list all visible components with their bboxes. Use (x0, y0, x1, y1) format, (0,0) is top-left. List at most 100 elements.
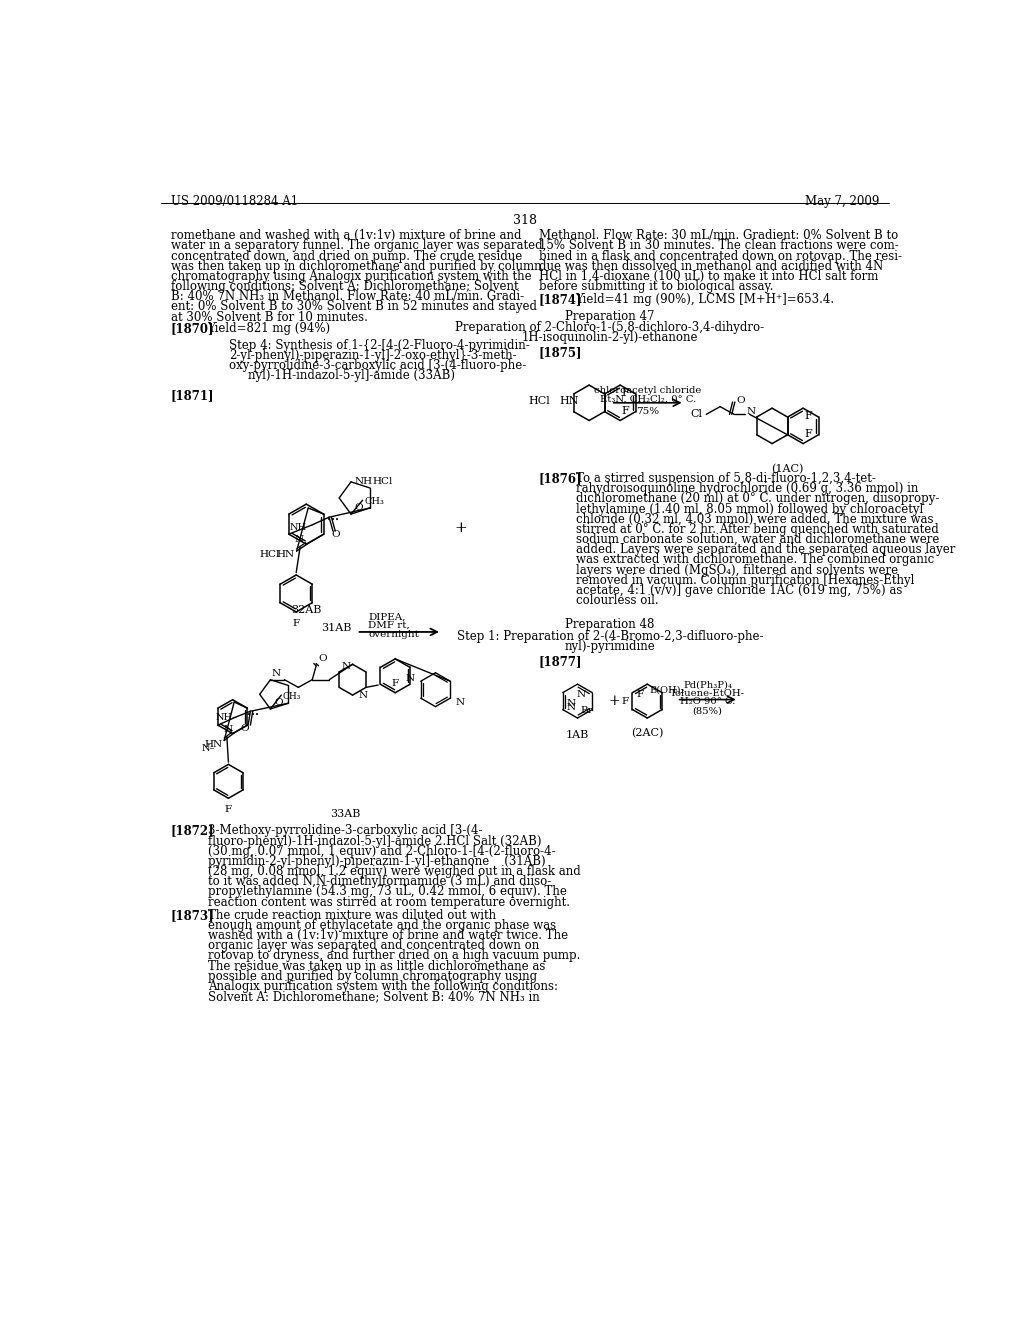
Text: The residue was taken up in as little dichloromethane as: The residue was taken up in as little di… (208, 960, 545, 973)
Text: 32AB: 32AB (291, 605, 322, 615)
Text: [1874]: [1874] (539, 293, 583, 306)
Text: pyrimidin-2-yl-phenyl)-piperazin-1-yl]-ethanone    (31AB): pyrimidin-2-yl-phenyl)-piperazin-1-yl]-e… (208, 855, 546, 869)
Text: propylethylamine (54.3 mg, 73 uL, 0.42 mmol, 6 equiv). The: propylethylamine (54.3 mg, 73 uL, 0.42 m… (208, 886, 566, 899)
Text: (30 mg, 0.07 mmol, 1 equiv) and 2-Chloro-1-[4-(2-fluoro-4-: (30 mg, 0.07 mmol, 1 equiv) and 2-Chloro… (208, 845, 555, 858)
Text: HCl: HCl (528, 396, 550, 407)
Text: layers were dried (MgSO₄), filtered and solvents were: layers were dried (MgSO₄), filtered and … (575, 564, 898, 577)
Text: NH–: NH– (215, 713, 238, 722)
Text: O: O (318, 653, 327, 663)
Text: •••: ••• (327, 516, 339, 524)
Text: •••: ••• (247, 710, 258, 718)
Text: possible and purified by column chromatography using: possible and purified by column chromato… (208, 970, 537, 983)
Text: NH: NH (290, 524, 306, 532)
Text: May 7, 2009: May 7, 2009 (805, 195, 879, 209)
Text: N: N (358, 690, 368, 700)
Text: chloride (0.32 ml, 4.03 mmol) were added. The mixture was: chloride (0.32 ml, 4.03 mmol) were added… (575, 512, 934, 525)
Text: N: N (566, 698, 575, 708)
Text: (28 mg, 0.08 mmol, 1.2 equiv) were weighed out in a flask and: (28 mg, 0.08 mmol, 1.2 equiv) were weigh… (208, 865, 581, 878)
Text: CH₃: CH₃ (283, 692, 301, 701)
Text: oxy-pyrrolidine-3-carboxylic acid [3-(4-fluoro-phe-: oxy-pyrrolidine-3-carboxylic acid [3-(4-… (228, 359, 526, 372)
Text: O: O (332, 529, 340, 539)
Text: N: N (566, 702, 575, 711)
Text: N: N (294, 535, 303, 544)
Text: before submitting it to biological assay.: before submitting it to biological assay… (539, 280, 773, 293)
Text: bined in a flask and concentrated down on rotovap. The resi-: bined in a flask and concentrated down o… (539, 249, 902, 263)
Text: N–: N– (202, 743, 215, 752)
Text: DMF rt,: DMF rt, (369, 622, 410, 630)
Text: water in a separatory funnel. The organic layer was separated,: water in a separatory funnel. The organi… (171, 239, 546, 252)
Text: stirred at 0° C. for 2 hr. After being quenched with saturated: stirred at 0° C. for 2 hr. After being q… (575, 523, 939, 536)
Text: O: O (736, 396, 744, 405)
Text: 1AB: 1AB (566, 730, 589, 741)
Text: [1872]: [1872] (171, 825, 214, 837)
Text: acetate, 4:1 (v/v)] gave chloride 1AC (619 mg, 75%) as: acetate, 4:1 (v/v)] gave chloride 1AC (6… (575, 583, 902, 597)
Text: colourless oil.: colourless oil. (575, 594, 658, 607)
Text: O: O (274, 698, 283, 708)
Text: enough amount of ethylacetate and the organic phase was: enough amount of ethylacetate and the or… (208, 919, 556, 932)
Text: N: N (456, 697, 465, 706)
Text: Br: Br (581, 706, 593, 715)
Text: removed in vacuum. Column purification [Hexanes-Ethyl: removed in vacuum. Column purification [… (575, 574, 914, 586)
Text: HCl in 1,4-dioxane (100 uL) to make it into HCl salt form: HCl in 1,4-dioxane (100 uL) to make it i… (539, 269, 879, 282)
Text: B: 40% 7N NH₃ in Methanol. Flow Rate: 40 mL/min. Gradi-: B: 40% 7N NH₃ in Methanol. Flow Rate: 40… (171, 290, 523, 304)
Text: at 30% Solvent B for 10 minutes.: at 30% Solvent B for 10 minutes. (171, 310, 368, 323)
Text: N: N (223, 725, 232, 734)
Text: to it was added N,N-dimethylformamide (3 mL) and diiso-: to it was added N,N-dimethylformamide (3… (208, 875, 551, 888)
Text: 3-Methoxy-pyrrolidine-3-carboxylic acid [3-(4-: 3-Methoxy-pyrrolidine-3-carboxylic acid … (208, 825, 482, 837)
Text: dichloromethane (20 ml) at 0° C. under nitrogen, diisopropy-: dichloromethane (20 ml) at 0° C. under n… (575, 492, 939, 506)
Text: overnight: overnight (369, 630, 419, 639)
Text: 2-yl-phenyl)-piperazin-1-yl]-2-oxo-ethyl}-3-meth-: 2-yl-phenyl)-piperazin-1-yl]-2-oxo-ethyl… (228, 348, 516, 362)
Text: HCl: HCl (373, 478, 393, 486)
Text: reaction content was stirred at room temperature overnight.: reaction content was stirred at room tem… (208, 895, 569, 908)
Text: sodium carbonate solution, water and dichloromethane were: sodium carbonate solution, water and dic… (575, 533, 939, 546)
Text: nyl)-1H-indazol-5-yl]-amide (33AB): nyl)-1H-indazol-5-yl]-amide (33AB) (248, 370, 455, 381)
Text: Pd(Ph₃P)₄: Pd(Ph₃P)₄ (683, 680, 732, 689)
Text: chloroacetyl chloride: chloroacetyl chloride (594, 385, 701, 395)
Text: NH: NH (355, 478, 373, 486)
Text: F: F (293, 619, 300, 628)
Text: +: + (609, 694, 621, 708)
Text: lethylamine (1.40 ml, 8.05 mmol) followed by chloroacetyl: lethylamine (1.40 ml, 8.05 mmol) followe… (575, 503, 924, 516)
Text: organic layer was separated and concentrated down on: organic layer was separated and concentr… (208, 940, 539, 952)
Text: HCl: HCl (259, 550, 280, 560)
Text: F: F (622, 407, 630, 416)
Text: F: F (391, 678, 398, 688)
Text: Preparation 47: Preparation 47 (565, 310, 654, 322)
Text: Cl: Cl (691, 409, 702, 420)
Text: ent: 0% Solvent B to 30% Solvent B in 52 minutes and stayed: ent: 0% Solvent B to 30% Solvent B in 52… (171, 301, 537, 313)
Text: HN: HN (205, 741, 222, 748)
Text: rotovap to dryness, and further dried on a high vacuum pump.: rotovap to dryness, and further dried on… (208, 949, 581, 962)
Text: Step 4: Synthesis of 1-{2-[4-(2-Fluoro-4-pyrimidin-: Step 4: Synthesis of 1-{2-[4-(2-Fluoro-4… (228, 339, 529, 351)
Text: To a stirred suspension of 5,8-di-fluoro-1,2,3,4-tet-: To a stirred suspension of 5,8-di-fluoro… (575, 473, 876, 484)
Text: HN: HN (276, 550, 295, 560)
Text: following conditions: Solvent A: Dichloromethane; Solvent: following conditions: Solvent A: Dichlor… (171, 280, 518, 293)
Text: Step 1: Preparation of 2-(4-Bromo-2,3-difluoro-phe-: Step 1: Preparation of 2-(4-Bromo-2,3-di… (457, 630, 763, 643)
Text: F: F (622, 697, 629, 706)
Text: H₂O 90° C.: H₂O 90° C. (680, 697, 735, 706)
Text: fluoro-phenyl)-1H-indazol-5-yl]-amide 2.HCl Salt (32AB): fluoro-phenyl)-1H-indazol-5-yl]-amide 2.… (208, 834, 542, 847)
Text: washed with a (1v:1v) mixture of brine and water twice. The: washed with a (1v:1v) mixture of brine a… (208, 929, 568, 942)
Text: Yield=41 mg (90%), LCMS [M+H⁺]=653.4.: Yield=41 mg (90%), LCMS [M+H⁺]=653.4. (575, 293, 835, 306)
Text: romethane and washed with a (1v:1v) mixture of brine and: romethane and washed with a (1v:1v) mixt… (171, 230, 521, 243)
Text: 15% Solvent B in 30 minutes. The clean fractions were com-: 15% Solvent B in 30 minutes. The clean f… (539, 239, 898, 252)
Text: 1H-isoquinolin-2-yl)-ethanone: 1H-isoquinolin-2-yl)-ethanone (522, 331, 698, 345)
Text: [1876]: [1876] (539, 473, 583, 484)
Text: (2AC): (2AC) (631, 729, 664, 738)
Text: US 2009/0118284 A1: US 2009/0118284 A1 (171, 195, 298, 209)
Text: 33AB: 33AB (330, 809, 360, 818)
Text: F: F (805, 411, 812, 421)
Text: Analogix purification system with the following conditions:: Analogix purification system with the fo… (208, 979, 558, 993)
Text: [1871]: [1871] (171, 389, 214, 403)
Text: N: N (406, 675, 415, 684)
Text: was then taken up in dichloromethane and purified by column: was then taken up in dichloromethane and… (171, 260, 542, 273)
Text: F: F (805, 429, 812, 440)
Text: N: N (272, 669, 282, 678)
Text: nyl)-pyrimidine: nyl)-pyrimidine (564, 640, 655, 653)
Text: N: N (746, 407, 756, 416)
Text: chromatography using Analogix purification system with the: chromatography using Analogix purificati… (171, 269, 531, 282)
Text: 75%: 75% (636, 407, 659, 416)
Text: Et₃N, CH₂Cl₂, 0° C.: Et₃N, CH₂Cl₂, 0° C. (600, 395, 696, 404)
Text: due was then dissolved in methanol and acidified with 4N: due was then dissolved in methanol and a… (539, 260, 883, 273)
Text: O: O (355, 503, 364, 512)
Text: [1877]: [1877] (539, 655, 583, 668)
